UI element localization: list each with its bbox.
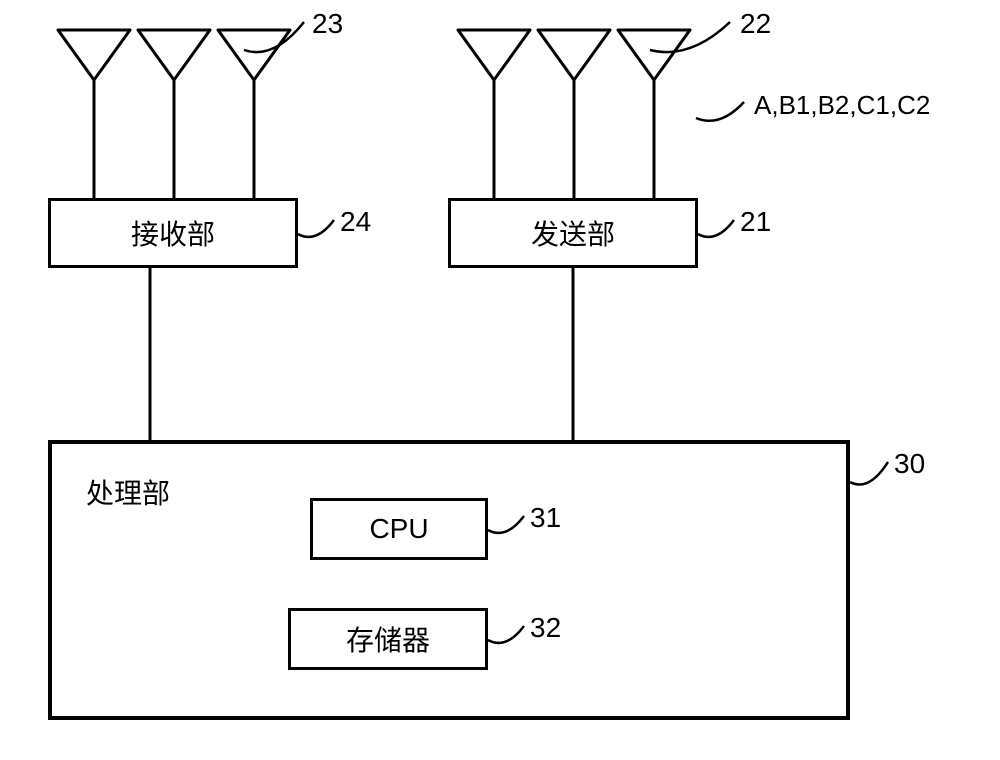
memory-label: 存储器 bbox=[346, 619, 430, 659]
ref-abc-label: A,B1,B2,C1,C2 bbox=[754, 90, 930, 121]
ref-24-label: 24 bbox=[340, 206, 371, 238]
receiver-block: 接收部 bbox=[48, 198, 298, 268]
transmitter-block: 发送部 bbox=[448, 198, 698, 268]
ref-23-label: 23 bbox=[312, 8, 343, 40]
ref-32-label: 32 bbox=[530, 612, 561, 644]
processor-label: 处理部 bbox=[86, 472, 170, 512]
cpu-label: CPU bbox=[369, 513, 428, 545]
cpu-block: CPU bbox=[310, 498, 488, 560]
ref-30-label: 30 bbox=[894, 448, 925, 480]
ref-31-label: 31 bbox=[530, 502, 561, 534]
processor-block: 处理部 bbox=[48, 440, 850, 720]
ref-21-label: 21 bbox=[740, 206, 771, 238]
diagram-canvas: 接收部 发送部 处理部 CPU 存储器 23 22 A,B1,B2,C1,C2 … bbox=[0, 0, 1000, 760]
transmitter-label: 发送部 bbox=[531, 213, 615, 253]
memory-block: 存储器 bbox=[288, 608, 488, 670]
receiver-label: 接收部 bbox=[131, 213, 215, 253]
ref-22-label: 22 bbox=[740, 8, 771, 40]
